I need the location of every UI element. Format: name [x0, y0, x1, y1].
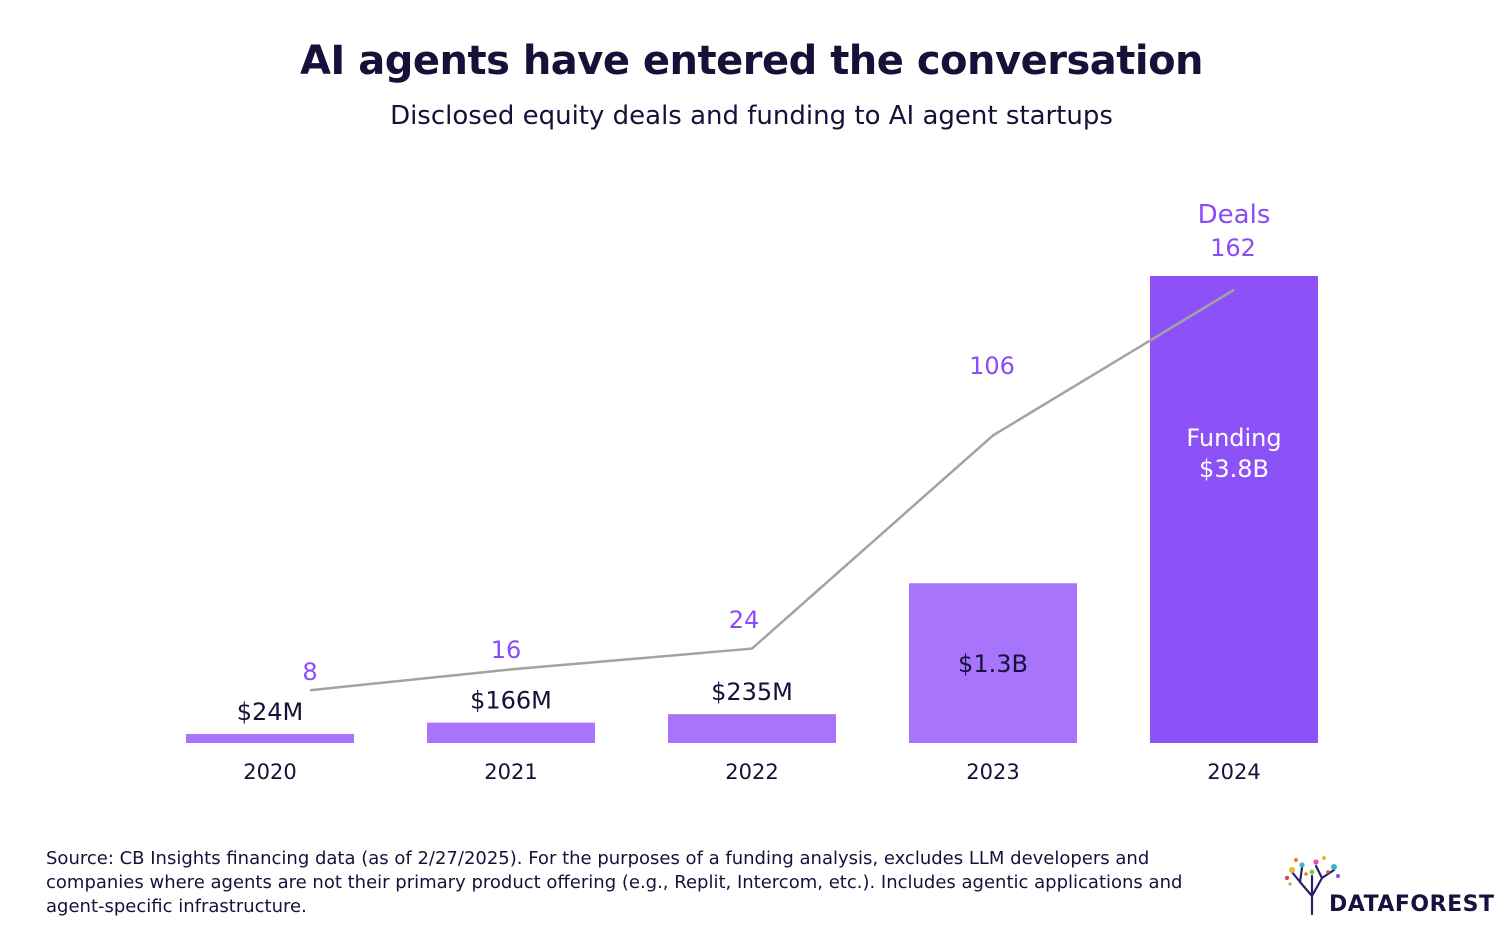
funding-bar-2022 [668, 714, 836, 743]
x-tick-label-2023: 2023 [966, 760, 1019, 784]
deals-label-2023: 106 [969, 352, 1015, 380]
x-tick-label-2022: 2022 [725, 760, 778, 784]
funding-bar-2023 [909, 583, 1077, 743]
funding-legend-label: Funding [1186, 424, 1281, 452]
deals-label-2020: 8 [302, 658, 317, 686]
funding-bar-2020 [186, 734, 354, 743]
funding-label-2023: $1.3B [958, 650, 1028, 678]
x-tick-label-2024: 2024 [1207, 760, 1260, 784]
tree-icon [1284, 856, 1340, 916]
source-note: Source: CB Insights financing data (as o… [46, 848, 1183, 917]
deals-label-2024: 162 [1210, 234, 1256, 262]
funding-label-2024: $3.8B [1199, 455, 1269, 483]
deals-label-2022: 24 [729, 606, 760, 634]
dataforest-logo: DATAFOREST [1282, 852, 1494, 922]
chart-subtitle: Disclosed equity deals and funding to AI… [390, 101, 1113, 131]
x-tick-label-2021: 2021 [484, 760, 537, 784]
funding-bar-2024 [1150, 276, 1318, 743]
deals-legend-label: Deals [1198, 200, 1271, 230]
logo-wordmark: DATAFOREST [1329, 892, 1495, 917]
chart-title: AI agents have entered the conversation [299, 38, 1204, 84]
funding-label-2021: $166M [470, 687, 552, 715]
funding-bar-2021 [427, 722, 595, 743]
deals-label-2021: 16 [491, 636, 522, 664]
funding-label-2020: $24M [237, 698, 304, 726]
funding-label-2022: $235M [711, 678, 793, 706]
deals-line [309, 288, 1235, 692]
x-tick-label-2020: 2020 [243, 760, 296, 784]
